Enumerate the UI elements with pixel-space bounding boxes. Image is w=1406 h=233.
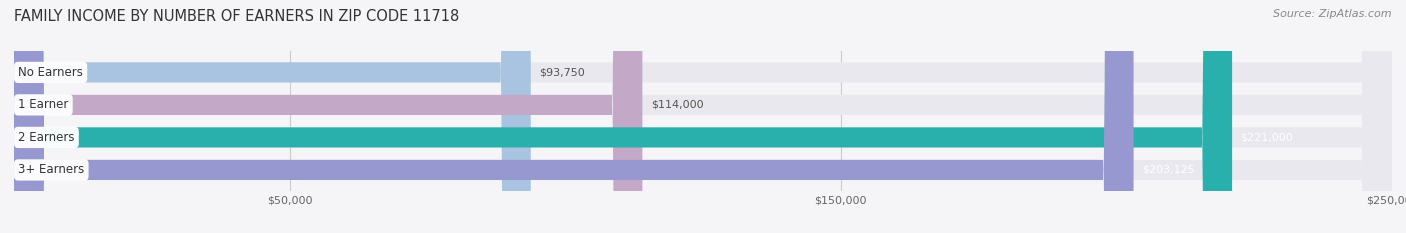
FancyBboxPatch shape — [14, 0, 1392, 233]
Text: No Earners: No Earners — [18, 66, 83, 79]
FancyBboxPatch shape — [14, 0, 530, 233]
Text: FAMILY INCOME BY NUMBER OF EARNERS IN ZIP CODE 11718: FAMILY INCOME BY NUMBER OF EARNERS IN ZI… — [14, 9, 460, 24]
FancyBboxPatch shape — [14, 0, 643, 233]
FancyBboxPatch shape — [14, 0, 1392, 233]
Text: $203,125: $203,125 — [1142, 165, 1195, 175]
Text: $221,000: $221,000 — [1240, 132, 1294, 142]
Text: 3+ Earners: 3+ Earners — [18, 163, 84, 176]
Text: 1 Earner: 1 Earner — [18, 98, 69, 111]
FancyBboxPatch shape — [14, 0, 1392, 233]
FancyBboxPatch shape — [14, 0, 1232, 233]
Text: $114,000: $114,000 — [651, 100, 703, 110]
Text: 2 Earners: 2 Earners — [18, 131, 75, 144]
Text: Source: ZipAtlas.com: Source: ZipAtlas.com — [1274, 9, 1392, 19]
FancyBboxPatch shape — [14, 0, 1392, 233]
Text: $93,750: $93,750 — [538, 67, 585, 77]
FancyBboxPatch shape — [14, 0, 1133, 233]
